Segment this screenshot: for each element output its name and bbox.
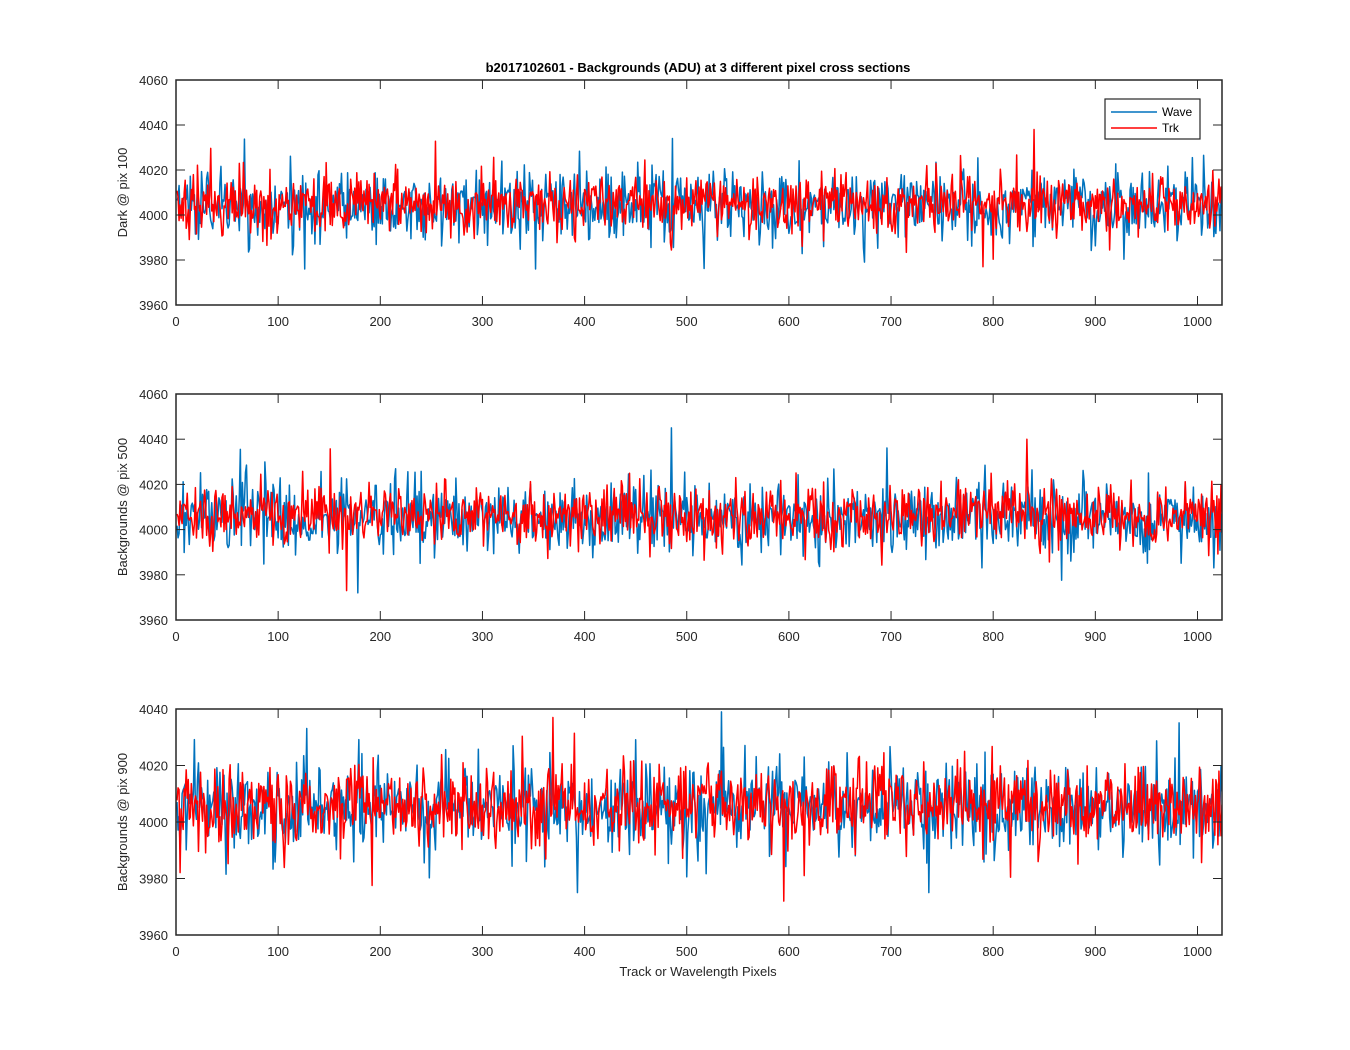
- legend-label-wave: Wave: [1162, 105, 1193, 119]
- y-tick-label: 4020: [139, 759, 168, 774]
- x-tick-label: 600: [778, 314, 800, 329]
- x-tick-label: 1000: [1183, 314, 1212, 329]
- x-tick-label: 800: [982, 314, 1004, 329]
- x-tick-label: 200: [369, 944, 391, 959]
- x-tick-label: 1000: [1183, 944, 1212, 959]
- x-tick-label: 500: [676, 314, 698, 329]
- x-tick-label: 400: [574, 629, 596, 644]
- y-axis-label-panel-2: Backgrounds @ pix 500: [115, 438, 130, 576]
- legend-label-trk: Trk: [1162, 121, 1180, 135]
- x-tick-label: 500: [676, 944, 698, 959]
- y-tick-label: 4000: [139, 523, 168, 538]
- x-axis-label: Track or Wavelength Pixels: [619, 964, 777, 979]
- series-line-trk-panel-2: [176, 438, 1222, 592]
- x-tick-label: 200: [369, 629, 391, 644]
- chart-title: b2017102601 - Backgrounds (ADU) at 3 dif…: [486, 60, 911, 75]
- x-tick-label: 900: [1084, 314, 1106, 329]
- axes-box: [175, 393, 1223, 621]
- x-tick-label: 0: [172, 944, 179, 959]
- x-tick-label: 300: [472, 629, 494, 644]
- legend-box: [1104, 98, 1201, 140]
- x-tick-label: 700: [880, 314, 902, 329]
- x-tick-label: 600: [778, 944, 800, 959]
- series-line-wave-panel-2: [176, 427, 1222, 594]
- y-tick-label: 3980: [139, 253, 168, 268]
- y-tick-label: 3980: [139, 872, 168, 887]
- x-tick-label: 400: [574, 314, 596, 329]
- series-line-trk-panel-3: [176, 716, 1222, 902]
- x-tick-label: 0: [172, 314, 179, 329]
- y-tick-label: 4040: [139, 118, 168, 133]
- panel-2: 0 100 200 300 400 500 600 700 800 900 1000 3960 3980…: [115, 387, 1223, 644]
- x-tick-label: 700: [880, 629, 902, 644]
- x-tick-label: 400: [574, 944, 596, 959]
- x-tick-label: 300: [472, 944, 494, 959]
- legend: Wave Trk: [1104, 98, 1201, 140]
- x-tick-label: 800: [982, 629, 1004, 644]
- x-tick-label: 900: [1084, 944, 1106, 959]
- y-tick-label: 3960: [139, 298, 168, 313]
- y-tick-label: 3960: [139, 613, 168, 628]
- x-tick-label: 800: [982, 944, 1004, 959]
- series-line-wave-panel-3: [176, 711, 1222, 894]
- y-axis-label-panel-1: Dark @ pix 100: [115, 148, 130, 238]
- y-tick-label: 4020: [139, 163, 168, 178]
- y-tick-label: 3960: [139, 928, 168, 943]
- y-tick-label: 4040: [139, 702, 168, 717]
- x-tick-label: 0: [172, 629, 179, 644]
- x-tick-label: 100: [267, 314, 289, 329]
- y-tick-label: 4020: [139, 477, 168, 492]
- y-tick-label: 3980: [139, 568, 168, 583]
- panels: 0 100 200 300 400 500 600 700 800 900 100039603980…: [115, 73, 1223, 959]
- y-axis-label-panel-3: Backgrounds @ pix 900: [115, 753, 130, 891]
- x-tick-label: 500: [676, 629, 698, 644]
- x-tick-label: 600: [778, 629, 800, 644]
- y-tick-label: 4060: [139, 387, 168, 402]
- y-tick-label: 4060: [139, 73, 168, 88]
- x-tick-label: 100: [267, 629, 289, 644]
- x-tick-label: 200: [369, 314, 391, 329]
- y-tick-label: 4040: [139, 432, 168, 447]
- panel-3: 0 100 200 300 400 500 600 700 800 900 1000 3960 3980…: [115, 702, 1223, 959]
- series-line-trk-panel-1: [176, 128, 1222, 268]
- x-tick-label: 700: [880, 944, 902, 959]
- axes-box: [175, 79, 1223, 306]
- panel-1: 0 100 200 300 400 500 600 700 800 900 1000 3960 3980…: [115, 73, 1223, 329]
- y-tick-label: 4000: [139, 815, 168, 830]
- x-tick-label: 900: [1084, 629, 1106, 644]
- y-tick-label: 4000: [139, 208, 168, 223]
- x-tick-label: 1000: [1183, 629, 1212, 644]
- x-tick-label: 300: [472, 314, 494, 329]
- x-tick-label: 100: [267, 944, 289, 959]
